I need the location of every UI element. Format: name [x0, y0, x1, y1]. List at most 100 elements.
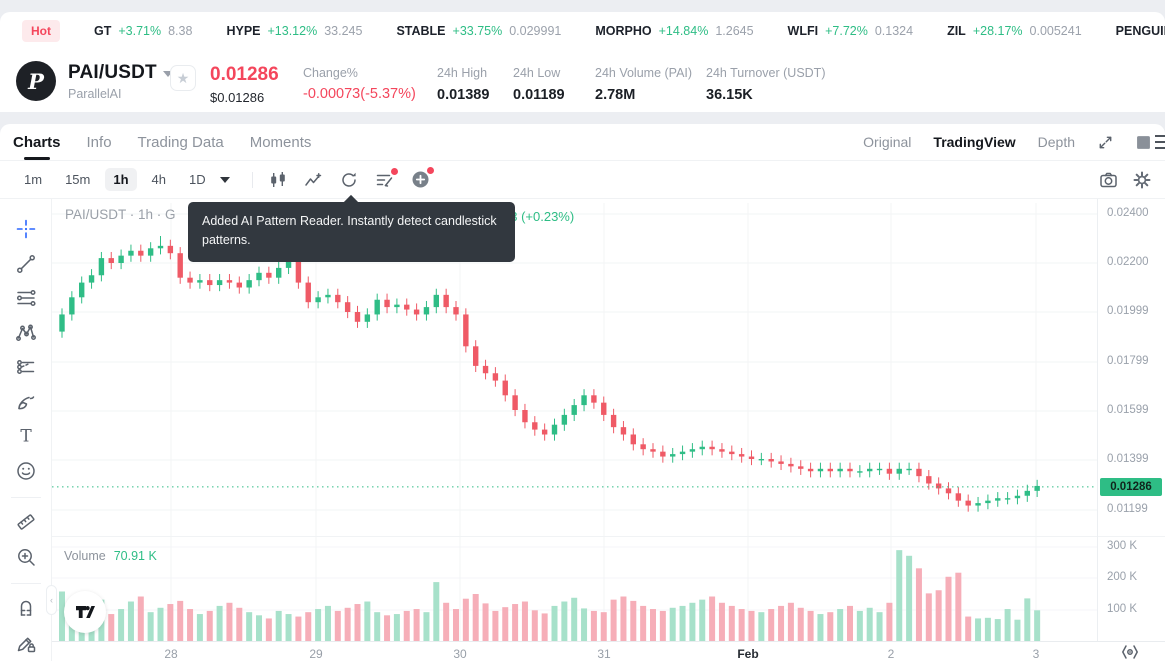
- magnet-tool-icon[interactable]: [9, 592, 43, 625]
- volume-axis-label: 200 K: [1107, 571, 1138, 583]
- charts-card: Charts Info Trading Data Moments Original Tr…: [0, 124, 1165, 662]
- add-widget-icon[interactable]: [411, 167, 434, 189]
- ai-pattern-reader-icon[interactable]: [375, 167, 398, 189]
- time-axis-label: 3: [1032, 647, 1040, 661]
- chart-legend: PAI/USDT · 1h · G: [65, 207, 176, 222]
- measure-ruler-tool-icon[interactable]: [9, 506, 43, 539]
- pair-header: P PAI/USDT ParallelAI ★ 0.01286 $0.01286…: [0, 49, 1165, 112]
- tabs-row: Charts Info Trading Data Moments Original Tr…: [0, 124, 1165, 161]
- ticker-symbol: PENGUIN: [1115, 23, 1165, 38]
- ticker-item[interactable]: ZIL +28.17% 0.005241: [947, 24, 1082, 38]
- stat-24h-volume-pai-: 24h Volume (PAI) 2.78M: [595, 66, 693, 103]
- ticker-price: 8.38: [168, 23, 193, 38]
- toolbar-collapse-handle[interactable]: ‹: [46, 585, 57, 615]
- pair-symbol: PAI/USDT: [68, 62, 157, 83]
- notification-dot: [426, 167, 434, 174]
- layout-square-icon[interactable]: [1136, 135, 1151, 150]
- chart-legend-change: 03 (+0.23%): [503, 209, 575, 224]
- time-axis-label: 31: [597, 647, 611, 661]
- favorite-star-button[interactable]: ★: [170, 65, 196, 91]
- ticker-item[interactable]: GT +3.71% 8.38: [94, 24, 192, 38]
- fib-retracement-tool-icon[interactable]: [9, 282, 43, 315]
- ticker-change: +28.17%: [972, 23, 1023, 38]
- interval-1m[interactable]: 1m: [24, 172, 43, 187]
- change-block: Change% -0.00073(-5.37%): [303, 66, 416, 102]
- ticker-price: 1.2645: [715, 23, 754, 38]
- volume-axis-label: 300 K: [1107, 540, 1138, 552]
- chart-settings-gear-icon[interactable]: [1133, 171, 1151, 189]
- refresh-icon[interactable]: [340, 171, 358, 189]
- pair-logo: P: [16, 61, 56, 101]
- tab-charts[interactable]: Charts: [13, 124, 61, 160]
- stat-24h-low: 24h Low 0.01189: [513, 66, 565, 103]
- price-usd: $0.01286: [210, 90, 265, 105]
- trend-line-tool-icon[interactable]: [9, 248, 43, 281]
- ai-pattern-tooltip: Added AI Pattern Reader. Instantly detec…: [188, 194, 515, 262]
- ticker-item[interactable]: PENGUIN+23.66%0.04265: [1116, 24, 1165, 38]
- last-price-badge: 0.01286: [1100, 478, 1162, 496]
- interval-dropdown-icon[interactable]: [219, 176, 230, 183]
- pair-selector[interactable]: PAI/USDT ParallelAI: [68, 62, 173, 101]
- toolbar-divider: [251, 171, 253, 188]
- menu-hamburger-icon[interactable]: [1155, 133, 1165, 151]
- ticker-price: 0.1324: [874, 23, 914, 38]
- pane-separator[interactable]: [52, 536, 1165, 537]
- ticker-symbol: WLFI: [787, 23, 819, 38]
- interval-15m[interactable]: 15m: [65, 172, 91, 187]
- ticker-symbol: GT: [94, 23, 112, 38]
- svg-text:T: T: [20, 427, 32, 447]
- candle-style-icon[interactable]: [269, 171, 287, 189]
- drawing-lock-tool-icon[interactable]: [9, 626, 43, 659]
- tab-trading-data[interactable]: Trading Data: [137, 133, 224, 151]
- time-axis-label: 28: [164, 647, 178, 661]
- change-value: -0.00073(-5.37%): [303, 86, 416, 102]
- crosshair-tool-icon[interactable]: [9, 213, 43, 246]
- interval-4h[interactable]: 4h: [151, 172, 166, 187]
- price-axis-label: 0.01799: [1107, 355, 1149, 367]
- tradingview-logo[interactable]: [64, 591, 106, 633]
- volume-legend: Volume 70.91 K: [64, 549, 157, 563]
- hot-badge[interactable]: Hot: [22, 19, 60, 42]
- zoom-in-tool-icon[interactable]: [9, 540, 43, 573]
- drawing-toolbar: T: [0, 199, 52, 661]
- price-axis-label: 0.02200: [1107, 256, 1149, 268]
- tab-moments[interactable]: Moments: [249, 133, 312, 151]
- tab-info[interactable]: Info: [86, 133, 112, 151]
- xabcd-pattern-tool-icon[interactable]: [9, 317, 43, 350]
- time-axis-label: Feb: [737, 647, 759, 661]
- ticker-price: 33.245: [324, 23, 363, 38]
- tools-divider: [10, 582, 41, 584]
- price-axis[interactable]: 0.01286 0.02400 0.02200 0.01999 0.01799 0.01…: [1097, 199, 1165, 641]
- text-tool-icon[interactable]: T: [9, 420, 43, 453]
- expand-chart-icon[interactable]: [1097, 134, 1114, 151]
- ticker-item[interactable]: MORPHO +14.84% 1.2645: [595, 24, 753, 38]
- interval-1d[interactable]: 1D: [189, 172, 206, 187]
- view-tab-original[interactable]: Original: [863, 134, 912, 150]
- left-tabs: Charts Info Trading Data Moments: [13, 124, 311, 160]
- price-chart-plot[interactable]: [52, 199, 1097, 661]
- time-axis-label: 30: [453, 647, 467, 661]
- axis-settings-icon[interactable]: [1113, 643, 1147, 661]
- projection-tool-icon[interactable]: [9, 351, 43, 384]
- indicators-icon[interactable]: [304, 171, 323, 189]
- ticker-items: GT +3.71% 8.38 HYPE +13.12% 33.245 STABLE +33.7…: [94, 24, 1165, 38]
- ticker-symbol: HYPE: [226, 23, 261, 38]
- price-axis-label: 0.01599: [1107, 404, 1149, 416]
- view-tab-depth[interactable]: Depth: [1037, 134, 1075, 150]
- price-axis-label: 0.01199: [1107, 503, 1148, 515]
- price-axis-label: 0.01399: [1107, 453, 1149, 465]
- price-block: 0.01286 $0.01286: [210, 64, 279, 105]
- view-tab-tradingview[interactable]: TradingView: [933, 134, 1016, 150]
- brush-tool-icon[interactable]: [9, 386, 43, 419]
- ticker-item[interactable]: STABLE +33.75% 0.029991: [396, 24, 561, 38]
- time-axis[interactable]: 28 29 30 31 Feb 2 3: [52, 641, 1165, 661]
- screenshot-camera-icon[interactable]: [1099, 171, 1118, 189]
- tools-divider: [10, 497, 41, 498]
- emoji-tool-icon[interactable]: [9, 455, 43, 488]
- chevron-down-icon: [162, 70, 173, 77]
- ticker-item[interactable]: WLFI +7.72% 0.1324: [788, 24, 914, 38]
- last-price: 0.01286: [210, 64, 279, 85]
- ticker-item[interactable]: HYPE +13.12% 33.245: [226, 24, 362, 38]
- interval-1h[interactable]: 1h: [105, 168, 137, 191]
